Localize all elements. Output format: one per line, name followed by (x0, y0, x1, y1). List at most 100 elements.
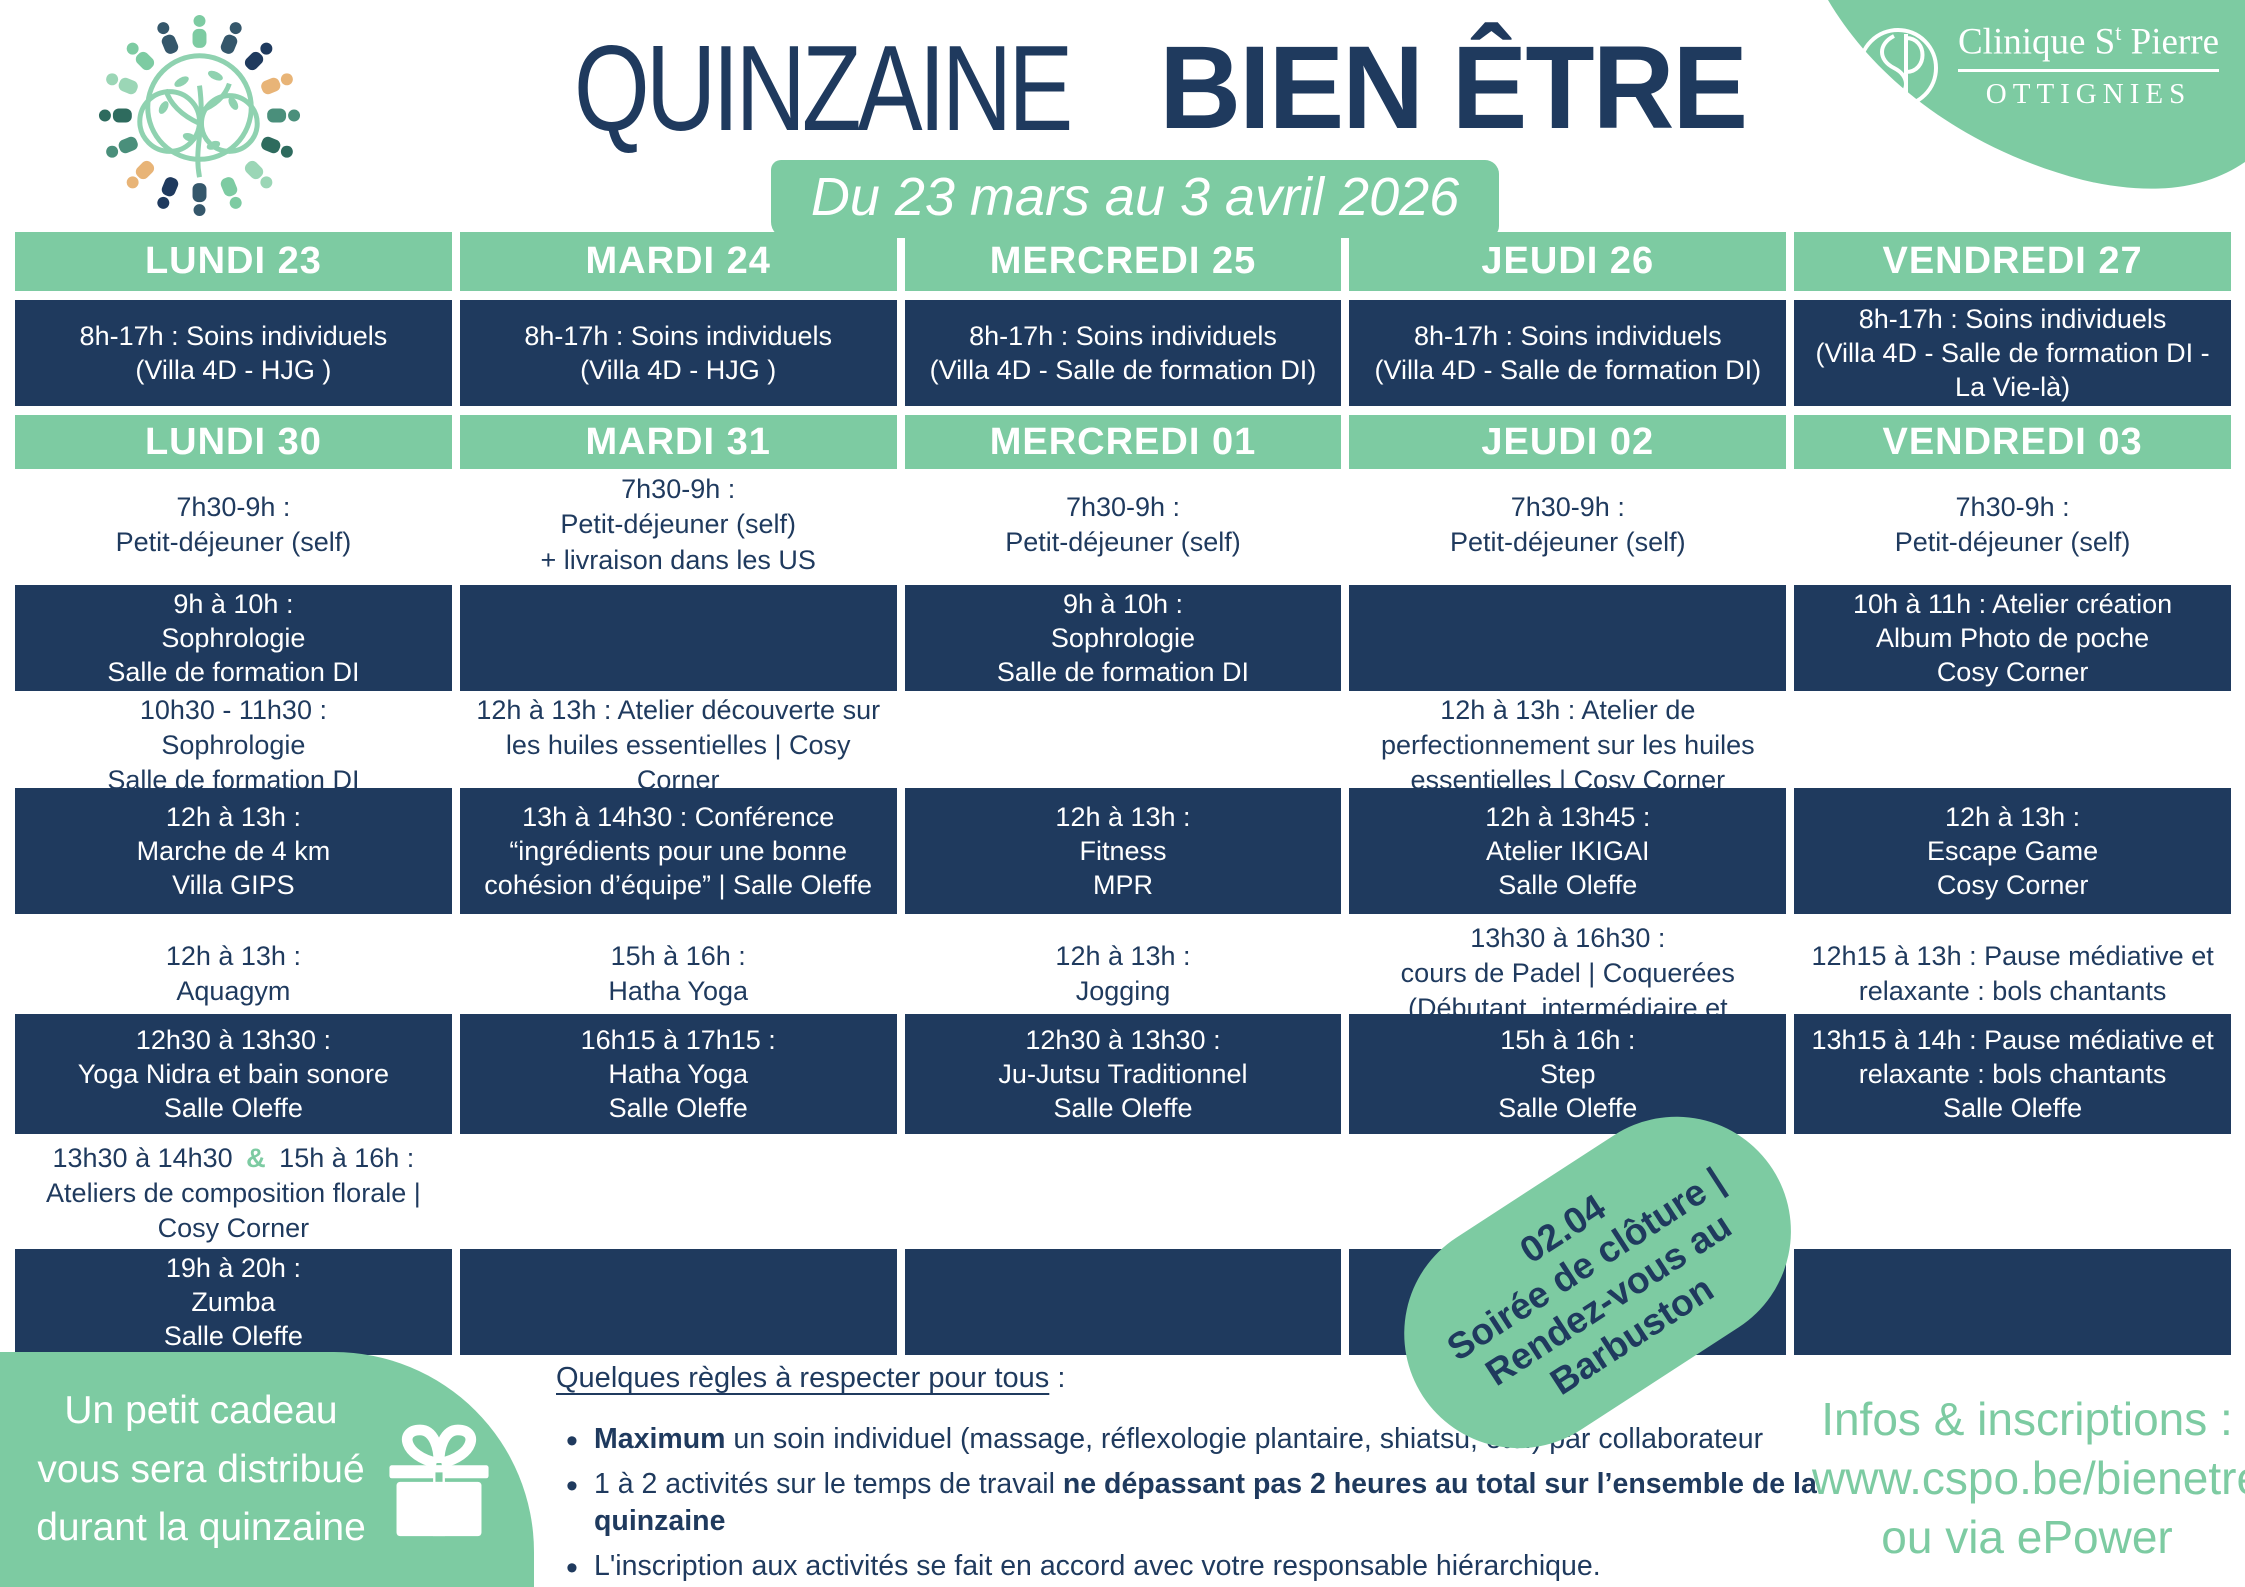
activity-line: Salle de formation DI (107, 657, 360, 688)
ampersand-accent: & (246, 1143, 266, 1173)
activity-line: Hatha Yoga (608, 1058, 749, 1089)
activity-line: Petit-déjeuner (self) (115, 527, 352, 557)
badge-pill: 02.04 Soirée de clôture | Rendez-vous au… (1359, 1072, 1835, 1492)
activity-line: 12h à 13h : (1055, 940, 1191, 971)
activity-line: relaxante : bols chantants (1858, 1058, 2167, 1089)
rules-list: Maximum un soin individuel (massage, réf… (556, 1419, 1818, 1587)
activity-cell: 12h à 13h : Atelier de perfectionnement s… (1349, 691, 1786, 800)
activity-line: 19h à 20h : (165, 1253, 301, 1283)
activity-line: MPR (1092, 870, 1153, 900)
activity-line: 8h-17h : Soins individuels (969, 321, 1277, 351)
day-header: VENDREDI 27 (1794, 232, 2231, 291)
title-bold: BIEN ÊTRE (1159, 22, 1748, 154)
activity-line: Album Photo de poche (1875, 623, 2150, 654)
gift-blob: Un petit cadeau vous sera distribué dura… (0, 1352, 534, 1587)
infos-url: www.cspo.be/bienetre (1812, 1451, 2245, 1504)
activity-line: Villa GIPS (172, 870, 295, 900)
activity-line: (Villa 4D - HJG ) (135, 355, 332, 386)
activity-line: 9h à 10h : (1062, 589, 1184, 619)
day-header: LUNDI 30 (15, 415, 452, 469)
activity-line: 12h à 13h : Atelier découverte sur (476, 695, 881, 725)
activity-line: Yoga Nidra et bain sonore (77, 1058, 390, 1089)
activity-line: Petit-déjeuner (self) (1894, 527, 2131, 557)
activity-line: 7h30-9h : (1065, 491, 1181, 522)
activity-line: Cosy Corner (157, 1213, 310, 1244)
gift-line: Un petit cadeau (64, 1389, 338, 1433)
day-header: MARDI 24 (459, 232, 897, 291)
activity-line: Petit-déjeuner (self) (1449, 527, 1686, 557)
activity-line: 12h à 13h : (1945, 801, 2081, 832)
activity-line: Escape Game (1927, 835, 2099, 866)
activity-cell: 12h à 13h45 : Atelier IKIGAI Salle Oleffe (1349, 788, 1787, 914)
activity-line: Salle Oleffe (1943, 1093, 2083, 1123)
csp-monogram-icon: + (1856, 28, 1938, 128)
schedule-grid: LUNDI 23 MARDI 24 MERCREDI 25 JEUDI 26 VENDR… (15, 232, 2231, 1356)
clinic-logo: + Clinique St Pierre OTTIGNIES (1848, 20, 2219, 132)
activity-cell: 12h à 13h : Escape Game Cosy Corner (1794, 788, 2231, 914)
activity-line: Zumba (191, 1287, 276, 1318)
rule-item: L'inscription aux activités se fait en a… (566, 1546, 1818, 1587)
activity-line: Sophrologie (161, 730, 306, 761)
activity-line: Marche de 4 km (136, 835, 331, 866)
activity-line: cohésion d’équipe” | Salle Oleffe (484, 870, 873, 900)
schedule-row: 19h à 20h : Zumba Salle Oleffe (15, 1249, 2231, 1356)
activity-line: 12h15 à 13h : Pause médiative et (1811, 940, 2214, 971)
clinic-text: Clinique St Pierre OTTIGNIES (1957, 20, 2219, 111)
activity-line: 15h à 16h : (610, 940, 746, 971)
clinic-name: Clinique St Pierre (1957, 20, 2219, 73)
empty-cell (460, 1139, 897, 1248)
schedule-row: 8h-17h : Soins individuels (Villa 4D - HJ… (15, 300, 2231, 407)
activity-line: Jogging (1075, 975, 1171, 1006)
infos-epower: ou via ePower (1881, 1510, 2173, 1563)
activity-cell: 13h15 à 14h : Pause médiative et relaxant… (1794, 1014, 2231, 1134)
rules-section: Quelques règles à respecter pour tous : … (556, 1362, 1818, 1587)
activity-line: 13h30 à 16h30 : (1470, 923, 1666, 953)
activity-line: Salle de formation DI (996, 657, 1250, 688)
schedule-row: 12h à 13h :AquagymPiscine MPR15h à 16h :… (15, 919, 2231, 1058)
activity-line: (Villa 4D - HJG ) (580, 355, 777, 386)
activity-line: 12h à 13h : (165, 940, 301, 971)
schedule-row: 10h30 - 11h30 : Sophrologie Salle de forma… (15, 691, 2231, 795)
activity-line: Cosy Corner (1936, 657, 2089, 688)
activity-line: Salle Oleffe (1053, 1093, 1193, 1123)
activity-cell: 7h30-9h : Petit-déjeuner (self) + livraiso… (460, 469, 897, 581)
schedule-row: 12h à 13h : Marche de 4 km Villa GIPS 13h à… (15, 788, 2231, 914)
empty-cell (1794, 1139, 2231, 1248)
people-ring (98, 14, 301, 217)
schedule-row: 13h30 à 14h30 & 15h à 16h : Ateliers de c… (15, 1139, 2231, 1244)
activity-line: Salle Oleffe (163, 1093, 303, 1123)
infos-label: Infos & inscriptions : (1821, 1393, 2233, 1445)
activity-line: 7h30-9h : (1510, 491, 1625, 522)
infos-section: Infos & inscriptions : www.cspo.be/biene… (1812, 1390, 2245, 1567)
activity-line: 13h30 à 14h30 & 15h à 16h : (52, 1143, 415, 1173)
activity-cell: 12h30 à 13h30 : Yoga Nidra et bain sonore… (15, 1014, 452, 1134)
title-light: QUINZAINE (573, 20, 1073, 156)
empty-cell (459, 585, 897, 692)
activity-line: “ingrédients pour une bonne (509, 835, 848, 866)
gift-text: Un petit cadeau vous sera distribué dura… (36, 1382, 366, 1558)
activity-line: 8h-17h : Soins individuels (1858, 304, 2167, 334)
day-header-row: LUNDI 23 MARDI 24 MERCREDI 25 JEUDI 26 VENDR… (15, 232, 2231, 291)
activity-line: Salle Oleffe (1498, 1093, 1638, 1123)
activity-cell: 12h30 à 13h30 : Ju-Jutsu Traditionnel Sall… (904, 1014, 1342, 1134)
activity-line: 10h à 11h : Atelier création (1852, 589, 2173, 619)
activity-cell: 10h à 11h : Atelier création Album Photo … (1794, 585, 2231, 692)
gift-icon (389, 1424, 489, 1537)
corner-blob: + Clinique St Pierre OTTIGNIES (1825, 0, 2245, 218)
activity-line: 12h à 13h45 : (1485, 801, 1651, 832)
activity-line: Atelier IKIGAI (1486, 835, 1650, 866)
day-header: MERCREDI 01 (904, 415, 1342, 469)
day-header-row: LUNDI 30 MARDI 31 MERCREDI 01 JEUDI 02 VENDR… (15, 415, 2231, 469)
day-header: MERCREDI 25 (904, 232, 1342, 291)
activity-cell: 16h15 à 17h15 : Hatha Yoga Salle Oleffe (459, 1014, 897, 1134)
empty-cell (905, 691, 1342, 800)
rule-item: Maximum un soin individuel (massage, réf… (566, 1419, 1818, 1463)
header: QUINZAINE BIEN ÊTRE Du 23 mars au 3 avri… (500, 18, 1770, 238)
activity-line: perfectionnement sur les huiles (1380, 730, 1755, 761)
activity-line: Salle Oleffe (608, 1093, 748, 1123)
activity-line: Salle Oleffe (1498, 870, 1638, 900)
activity-line: cours de Padel | Coquerées (1400, 958, 1735, 989)
activity-line: 12h à 13h : (165, 801, 301, 832)
activity-line: Aquagym (176, 975, 291, 1006)
activity-line: 9h à 10h : (173, 589, 294, 619)
